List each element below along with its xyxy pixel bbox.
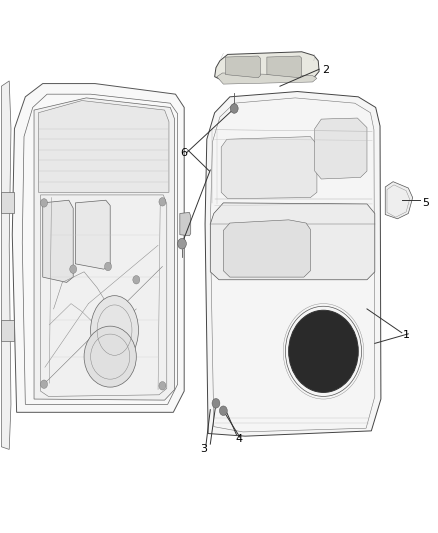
Circle shape	[219, 406, 227, 416]
Polygon shape	[210, 203, 375, 280]
Circle shape	[41, 380, 47, 389]
Polygon shape	[217, 73, 317, 84]
Circle shape	[159, 382, 166, 390]
Polygon shape	[223, 220, 311, 277]
Text: 2: 2	[322, 66, 329, 75]
Circle shape	[70, 265, 77, 273]
Text: 3: 3	[200, 445, 207, 455]
Ellipse shape	[289, 310, 358, 392]
Circle shape	[178, 238, 186, 249]
Polygon shape	[39, 101, 169, 192]
Polygon shape	[205, 92, 381, 436]
Polygon shape	[226, 56, 260, 78]
Circle shape	[230, 104, 238, 114]
Polygon shape	[34, 98, 175, 400]
Text: 6: 6	[181, 148, 187, 158]
Polygon shape	[267, 56, 302, 78]
Circle shape	[212, 399, 220, 408]
Polygon shape	[12, 84, 184, 413]
Polygon shape	[180, 213, 191, 236]
Polygon shape	[221, 136, 317, 199]
Polygon shape	[1, 81, 11, 449]
Circle shape	[105, 262, 112, 271]
Polygon shape	[75, 200, 110, 269]
Circle shape	[133, 276, 140, 284]
Circle shape	[159, 198, 166, 206]
Text: 5: 5	[422, 198, 429, 208]
Ellipse shape	[84, 326, 136, 387]
Polygon shape	[215, 52, 319, 81]
Circle shape	[41, 199, 47, 207]
Polygon shape	[315, 118, 367, 179]
Polygon shape	[43, 200, 73, 282]
Bar	[1, 192, 14, 214]
Ellipse shape	[91, 296, 138, 365]
Text: 4: 4	[235, 434, 242, 444]
Polygon shape	[385, 182, 413, 219]
Text: 1: 1	[403, 330, 410, 341]
Bar	[1, 319, 14, 341]
